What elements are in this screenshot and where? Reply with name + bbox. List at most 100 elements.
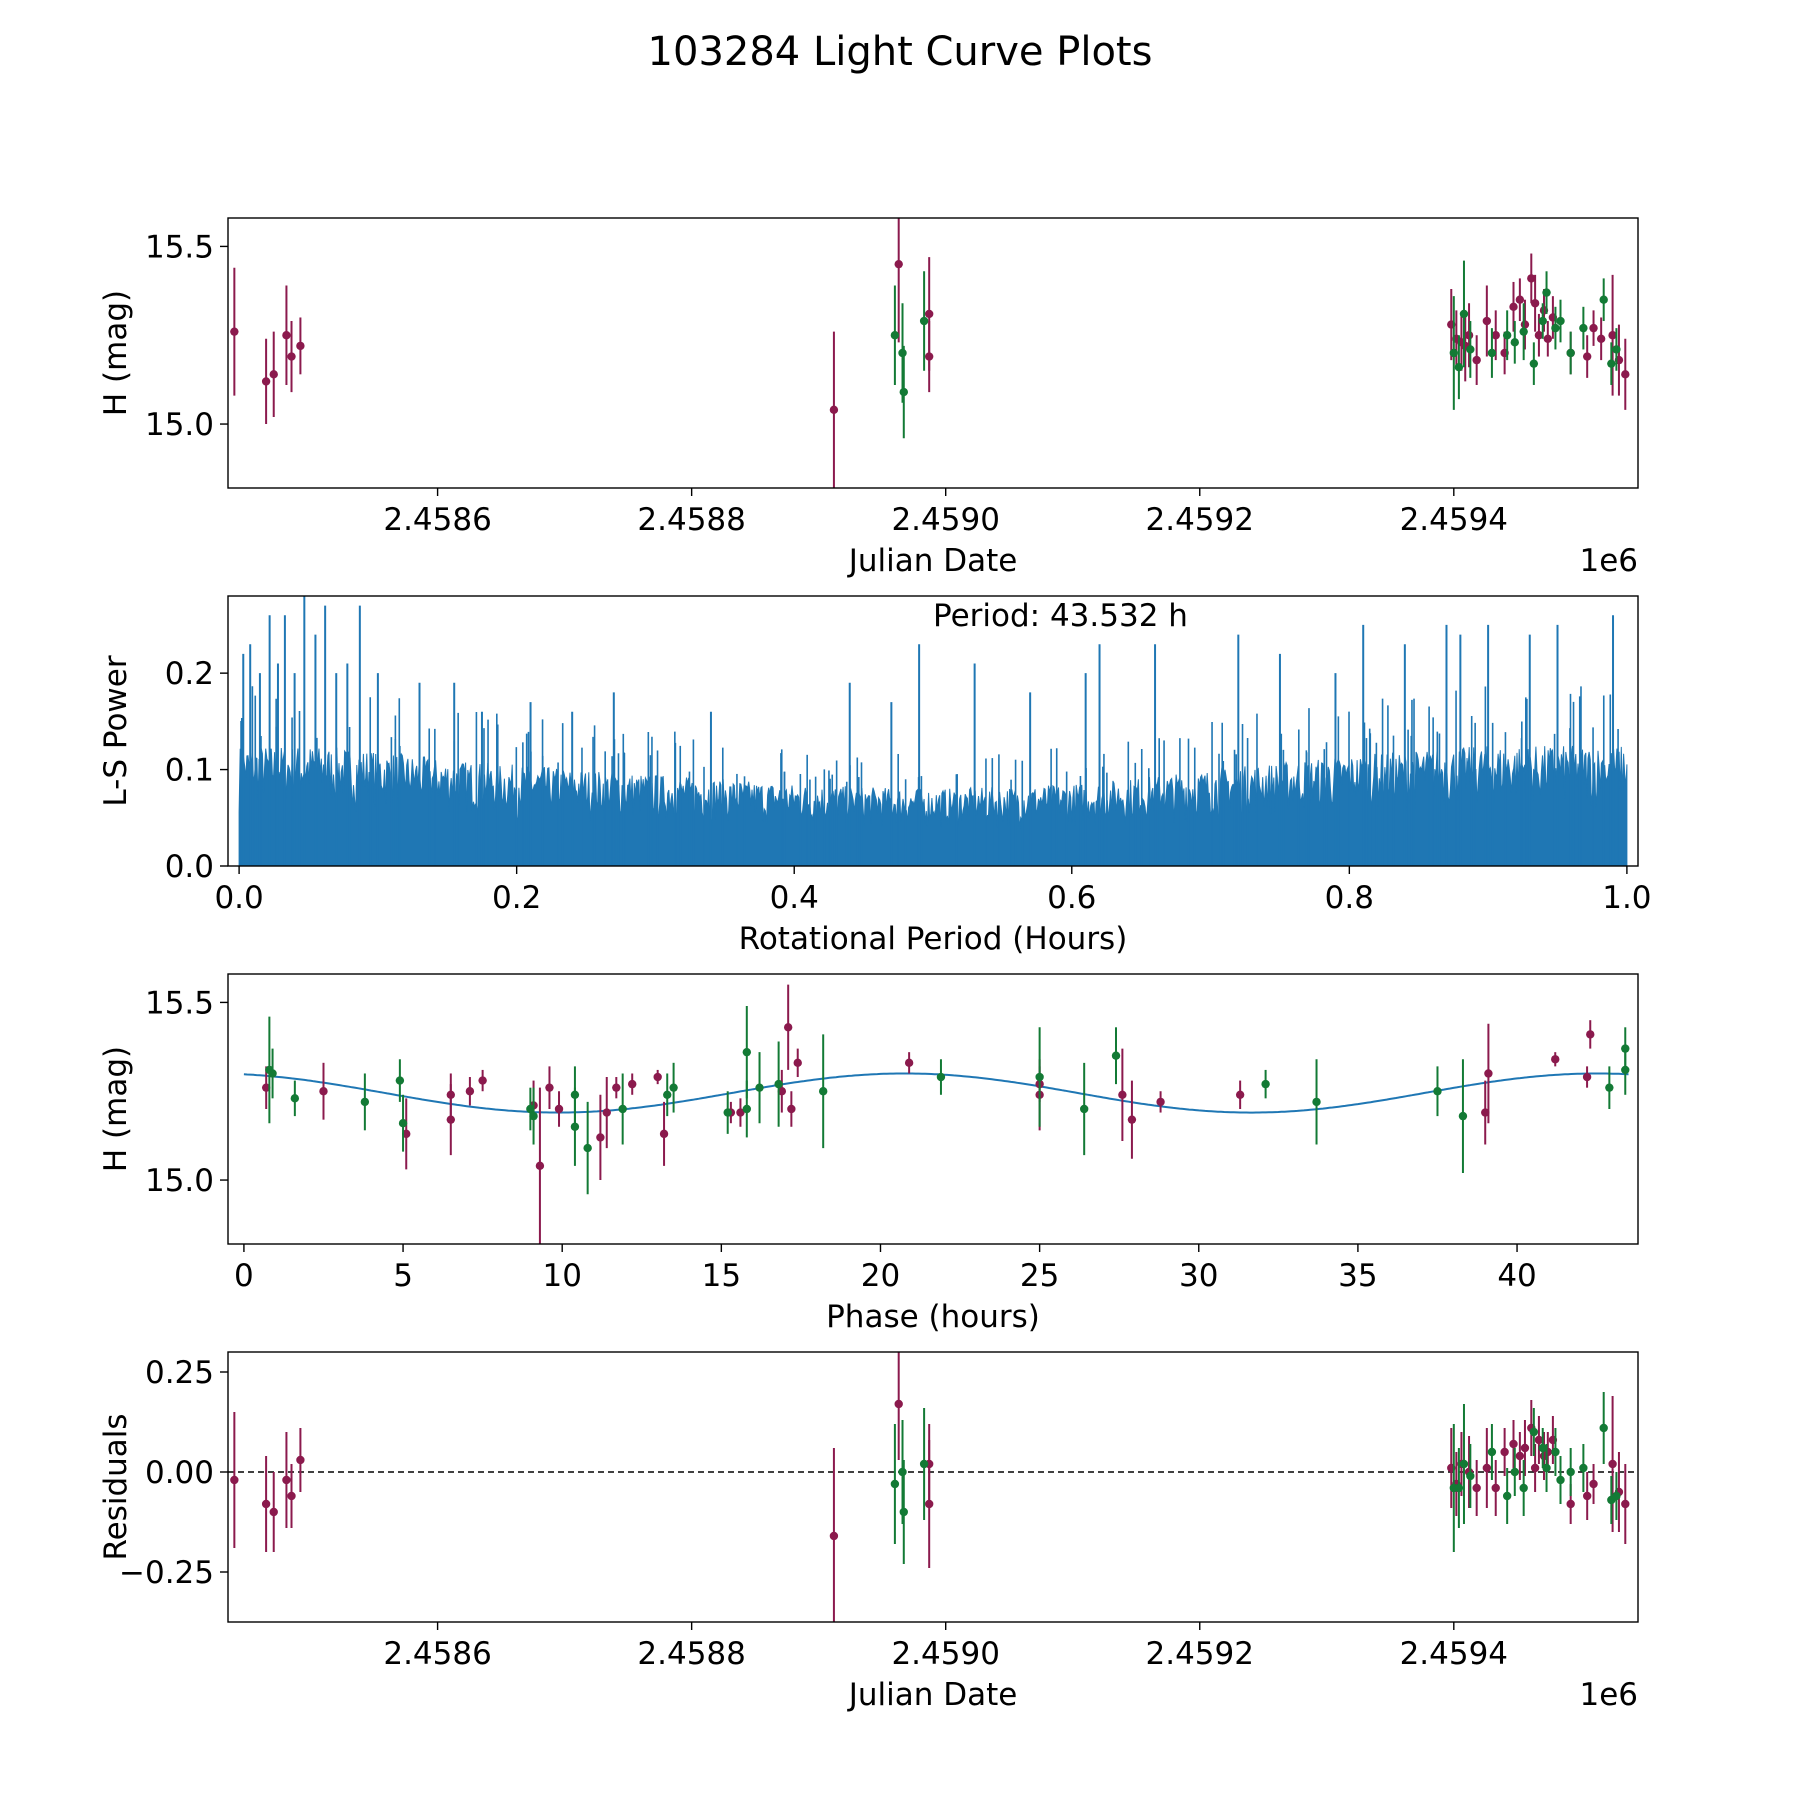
data-point [1482,316,1492,326]
x-axis-label: Julian Date [847,543,1018,579]
data-point [360,1097,370,1107]
data-point [1579,323,1588,333]
data-point [1502,1491,1512,1501]
x-tick-label: 0.2 [492,880,541,916]
data-point [663,1090,672,1099]
axes-frame [227,595,1639,867]
x-tick-label: 2.4592 [1146,1636,1254,1672]
data-point [1519,1483,1528,1493]
data-point [478,1076,487,1085]
fit-curve [243,1072,1629,1114]
data-point [1079,1104,1089,1114]
data-point [1519,327,1528,336]
period-annotation: Period: 43.532 h [933,598,1188,634]
y-tick-label: 15.5 [145,229,214,265]
data-point [319,1087,328,1096]
panels: 2.4586 2.4588 2.4590 2.4592 2.4594 15.0 15.5 Ju… [98,217,1652,1713]
data-point [296,341,305,351]
x-tick-label: 35 [1338,1258,1377,1294]
data-point [535,1161,545,1171]
plot-area [243,984,1630,1244]
data-point [1466,1471,1475,1481]
data-point [1118,1090,1127,1099]
data-point [1487,348,1497,358]
y-axis-label: H (mag) [98,290,134,416]
figure-title: 103284 Light Curve Plots [648,29,1153,75]
x-tick-label: 25 [1020,1258,1059,1294]
data-point [1482,1463,1492,1473]
data-point [269,370,278,379]
data-point [1481,1108,1490,1117]
data-point [1542,1463,1551,1473]
data-point [1621,1065,1630,1075]
data-point [919,1459,929,1469]
data-point [1491,1483,1500,1493]
data-point [1484,1069,1493,1078]
data-point [1543,334,1553,343]
panel-residuals: 2.4586 2.4588 2.4590 2.4592 2.4594 −0.25 0.00 0… [98,1351,1639,1713]
x-tick-label: 0.8 [1325,880,1374,916]
x-tick-label: 1.0 [1602,880,1651,916]
x-axis-label: Julian Date [847,1677,1018,1713]
data-point [446,1090,455,1099]
data-point [1520,1443,1530,1453]
data-point [398,1119,408,1128]
data-point [742,1047,752,1057]
data-point [230,1475,239,1485]
data-point [1035,1072,1044,1082]
data-point [1464,331,1474,340]
y-tick-label: 0.00 [145,1455,214,1491]
x-offset-label: 1e6 [1579,1677,1638,1713]
x-tick-label: 2.4588 [637,502,745,538]
data-point [1621,1044,1630,1053]
data-point [1156,1097,1165,1107]
data-point [1502,331,1512,340]
data-point [1534,331,1544,340]
data-point [1261,1079,1270,1089]
data-point [287,1491,296,1501]
data-point [1520,320,1530,329]
data-point [894,259,903,269]
data-point [1621,370,1630,379]
data-point [723,1108,732,1117]
data-point [755,1083,764,1092]
x-tick-label: 0 [234,1258,254,1294]
data-point [1111,1051,1121,1060]
data-point [1458,1111,1468,1121]
data-point [1510,338,1519,347]
data-point [628,1079,637,1089]
data-point [1605,1083,1614,1092]
data-point [1515,295,1525,304]
y-axis-label: Residuals [98,1413,134,1560]
data-point [904,1058,914,1068]
x-tick-label: 0.0 [214,880,263,916]
data-point [1589,323,1598,333]
data-point [1612,345,1621,354]
x-tick-label: 2.4592 [1146,502,1254,538]
data-point [1509,302,1518,312]
data-point [570,1122,580,1131]
y-tick-label: 0.0 [165,849,214,885]
data-point [742,1104,752,1114]
data-point [1608,1459,1617,1469]
data-point [1530,1463,1540,1473]
data-point [596,1133,605,1142]
x-tick-label: 0.4 [770,880,819,916]
data-point [1472,355,1481,365]
axes-frame [227,1351,1639,1623]
data-point [1538,1443,1547,1453]
data-point [1607,359,1616,368]
data-point [1515,1451,1525,1461]
data-point [1459,1459,1469,1469]
data-point [1527,274,1536,283]
data-point [602,1108,611,1117]
data-point [829,405,839,415]
data-point [1582,352,1592,361]
data-point [1566,1499,1575,1509]
data-point [890,331,900,340]
x-tick-label: 20 [861,1258,900,1294]
y-tick-label: 0.25 [145,1355,214,1391]
data-point [529,1111,538,1121]
plot-area [230,218,1630,488]
data-point [290,1094,300,1103]
